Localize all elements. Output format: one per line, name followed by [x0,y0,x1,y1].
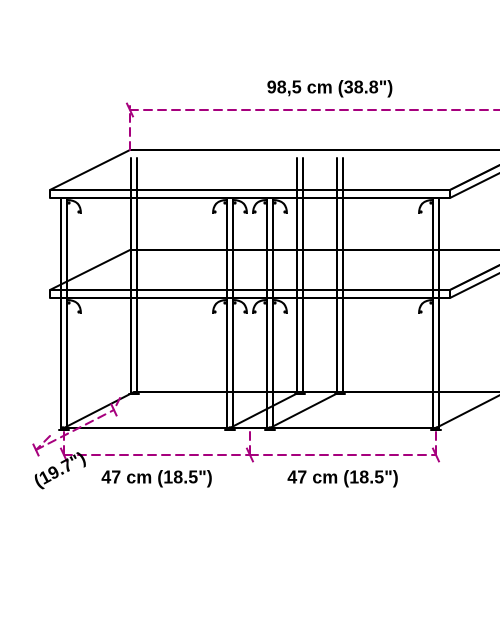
diagram-stage: 98,5 cm (38.8") (19.7") 47 cm (18.5") 47… [0,0,500,641]
drawing-svg [0,0,500,641]
dimension-label-front-left: 47 cm (18.5") [101,468,213,489]
dimension-label-front-right: 47 cm (18.5") [287,468,399,489]
dimension-label-top-width: 98,5 cm (38.8") [267,78,394,99]
